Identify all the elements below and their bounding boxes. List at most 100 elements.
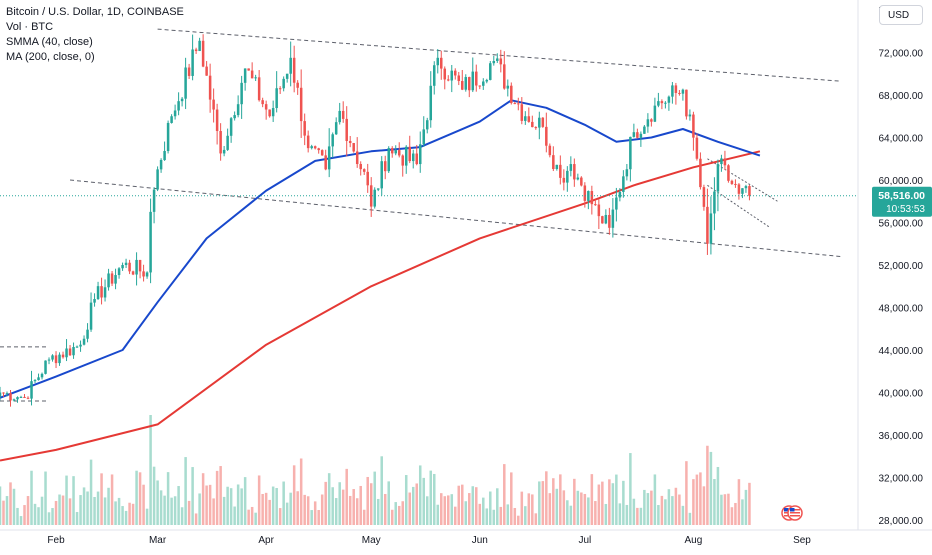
candle-body: [727, 165, 730, 181]
candle-body: [573, 164, 576, 180]
candle-body: [520, 104, 524, 121]
candle-body: [699, 158, 702, 188]
candle-body: [534, 127, 538, 129]
volume-bar: [418, 465, 422, 525]
candle-body: [338, 110, 341, 123]
volume-bar: [359, 485, 362, 525]
volume-bar: [47, 512, 51, 525]
volume-bar: [194, 513, 198, 525]
volume-bar: [306, 496, 310, 525]
trendline[interactable]: [157, 28, 841, 82]
candle-body: [75, 346, 79, 348]
volume-bar: [9, 482, 12, 525]
candle-body: [208, 75, 212, 100]
volume-bar: [594, 501, 597, 525]
volume-bar: [320, 494, 324, 525]
candle-body: [194, 49, 198, 52]
candle-body: [744, 186, 748, 189]
volume-bar: [723, 494, 727, 525]
candle-body: [128, 262, 131, 272]
volume-bar: [660, 495, 664, 525]
volume-bar: [334, 498, 338, 525]
ma-legend[interactable]: MA (200, close, 0): [6, 51, 95, 63]
volume-bar: [124, 510, 128, 525]
candle-body: [411, 153, 415, 162]
candle-body: [254, 77, 257, 79]
volume-bar: [292, 465, 296, 525]
candle-body: [187, 67, 191, 76]
candle-body: [47, 359, 51, 361]
volume-bar: [390, 509, 394, 525]
volume-bar: [233, 506, 236, 525]
smma-legend[interactable]: SMMA (40, close): [6, 36, 93, 48]
volume-bar: [576, 490, 580, 525]
candle-body: [51, 355, 54, 360]
volume-bar: [454, 506, 457, 525]
volume-bar: [664, 499, 667, 525]
volume-bar: [208, 484, 212, 525]
time-axis[interactable]: Feb Mar Apr May Jun Jul Aug Sep: [0, 529, 932, 546]
volume-bar: [103, 497, 107, 525]
time-tick-label: May: [362, 535, 381, 546]
volume-bar: [706, 445, 709, 525]
volume-bar: [362, 509, 366, 525]
volume-bar: [639, 507, 643, 525]
volume-bar: [250, 506, 254, 525]
last-price-value: 58,516.00: [878, 190, 925, 202]
price-tick-label: 28,000.00: [879, 516, 924, 527]
candle-body: [26, 397, 30, 399]
smma-40-path[interactable]: [0, 99, 761, 399]
volume-bar: [629, 453, 632, 525]
candle-body: [685, 89, 688, 117]
candle-body: [30, 381, 33, 399]
volume-bar: [748, 482, 751, 525]
candle-body: [604, 214, 608, 224]
volume-bar: [23, 505, 26, 525]
volume-bar: [425, 496, 429, 525]
symbol-title[interactable]: Bitcoin / U.S. Dollar, 1D, COINBASE: [6, 6, 184, 18]
candle-body: [706, 206, 709, 244]
candle-body: [373, 189, 376, 207]
candle-body: [96, 286, 100, 299]
candle-body: [170, 116, 173, 123]
price-tick-label: 60,000.00: [879, 176, 924, 187]
volume-bar: [51, 508, 54, 525]
us-flag-event-icon[interactable]: [787, 505, 803, 521]
volume-bar: [226, 486, 229, 525]
candle-body: [236, 104, 240, 116]
volume-bar: [478, 503, 482, 525]
candle-body: [345, 118, 348, 141]
volume-bar: [121, 506, 124, 525]
volume-bar: [411, 486, 415, 525]
price-axis[interactable]: 76,000.0072,000.0068,000.0064,000.0060,0…: [857, 0, 932, 550]
candle-body: [201, 40, 205, 67]
volume-legend[interactable]: Vol · BTC: [6, 21, 54, 33]
currency-button[interactable]: USD: [879, 5, 923, 25]
price-axis-bg[interactable]: [858, 0, 932, 550]
candle-body: [341, 110, 345, 119]
volume-bar: [737, 479, 741, 525]
candle-body: [471, 71, 475, 91]
trendline[interactable]: [69, 179, 841, 257]
event-icons[interactable]: [781, 505, 803, 521]
candle-body: [482, 81, 485, 86]
volume-bar: [545, 471, 548, 525]
ma-200-path[interactable]: [0, 150, 761, 462]
time-tick-label: Aug: [685, 535, 703, 546]
candle-body: [212, 99, 215, 110]
candle-body: [475, 71, 478, 86]
candle-body: [124, 262, 128, 265]
volume-bar: [380, 456, 383, 525]
time-tick-label: Sep: [793, 535, 811, 546]
volume-bar: [678, 494, 681, 525]
candle-body: [387, 148, 390, 172]
candle-body: [489, 63, 492, 80]
volume-bar: [653, 474, 657, 525]
candle-body: [461, 81, 464, 90]
volume-bar: [548, 493, 552, 525]
price-tick-label: 40,000.00: [879, 389, 924, 400]
candle-body: [580, 177, 583, 186]
candle-body: [559, 164, 562, 178]
